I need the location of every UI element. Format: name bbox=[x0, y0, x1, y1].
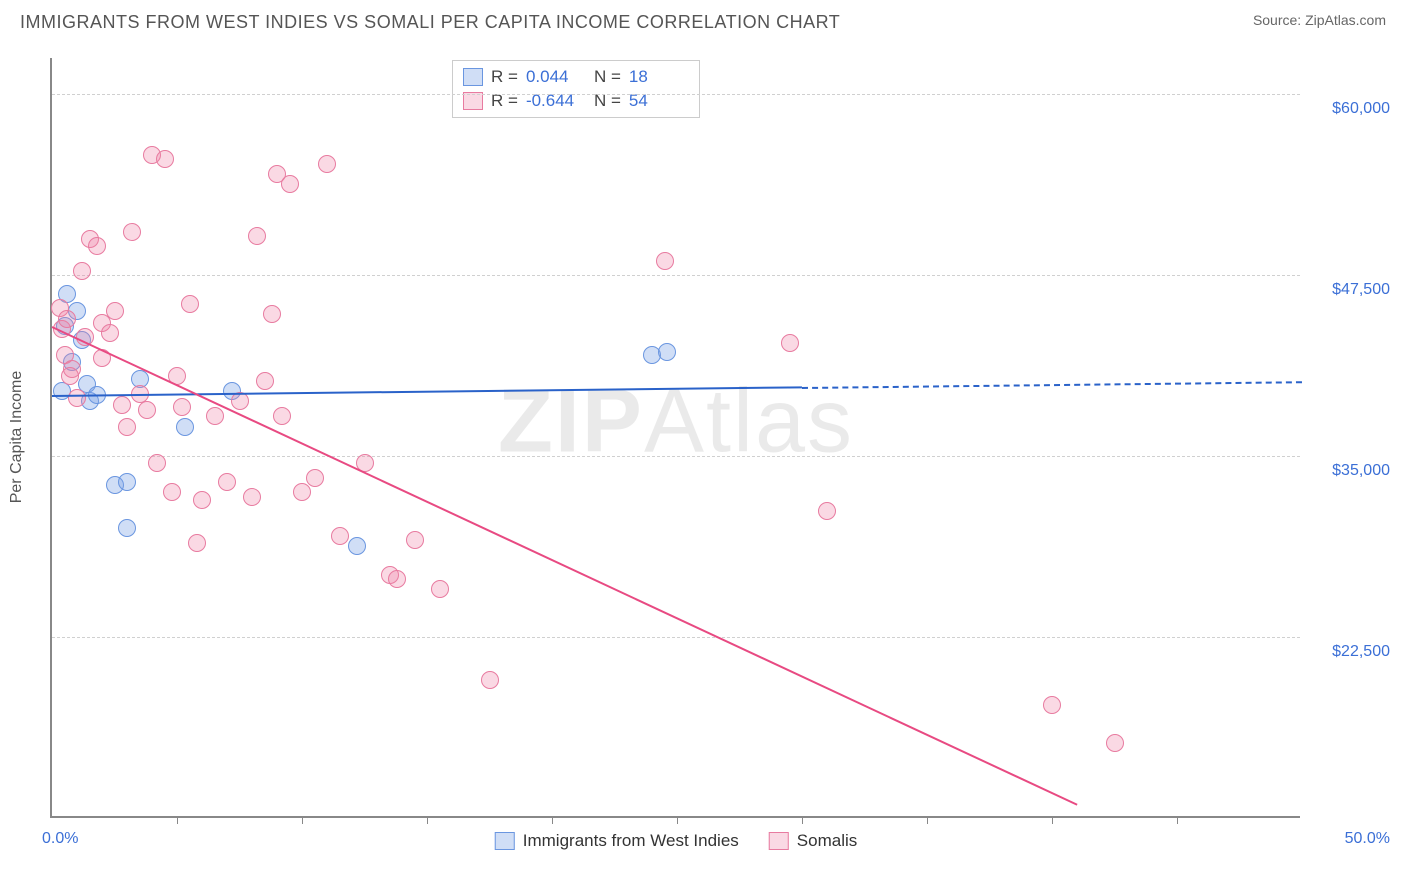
data-point-somalis bbox=[58, 310, 76, 328]
gridline bbox=[52, 637, 1300, 638]
data-point-somalis bbox=[306, 469, 324, 487]
x-tick bbox=[802, 816, 803, 824]
data-point-west_indies bbox=[176, 418, 194, 436]
data-point-somalis bbox=[656, 252, 674, 270]
x-axis-max-label: 50.0% bbox=[1345, 830, 1390, 848]
x-tick bbox=[677, 816, 678, 824]
x-tick bbox=[302, 816, 303, 824]
data-point-somalis bbox=[73, 262, 91, 280]
x-axis-min-label: 0.0% bbox=[42, 830, 78, 848]
x-tick bbox=[552, 816, 553, 824]
data-point-somalis bbox=[318, 155, 336, 173]
r-value: 0.044 bbox=[526, 67, 586, 87]
data-point-somalis bbox=[88, 237, 106, 255]
legend-item-somalis: Somalis bbox=[769, 831, 857, 851]
data-point-somalis bbox=[256, 372, 274, 390]
chart-plot-area: Per Capita Income ZIPAtlas R =0.044N =18… bbox=[50, 58, 1300, 818]
data-point-somalis bbox=[106, 302, 124, 320]
x-tick bbox=[177, 816, 178, 824]
data-point-somalis bbox=[243, 488, 261, 506]
data-point-somalis bbox=[68, 389, 86, 407]
stats-legend-box: R = 0.044 N = 18R =-0.644N =54 bbox=[452, 60, 700, 118]
data-point-somalis bbox=[163, 483, 181, 501]
data-point-somalis bbox=[118, 418, 136, 436]
legend-label: Immigrants from West Indies bbox=[523, 831, 739, 851]
n-value: 18 bbox=[629, 67, 689, 87]
stats-row-somalis: R =-0.644N =54 bbox=[463, 89, 689, 113]
x-tick bbox=[927, 816, 928, 824]
gridline bbox=[52, 456, 1300, 457]
n-label: N = bbox=[594, 67, 621, 87]
data-point-somalis bbox=[331, 527, 349, 545]
gridline bbox=[52, 94, 1300, 95]
data-point-somalis bbox=[181, 295, 199, 313]
data-point-somalis bbox=[206, 407, 224, 425]
x-tick bbox=[1052, 816, 1053, 824]
data-point-somalis bbox=[218, 473, 236, 491]
data-point-somalis bbox=[388, 570, 406, 588]
gridline bbox=[52, 275, 1300, 276]
data-point-somalis bbox=[293, 483, 311, 501]
data-point-west_indies bbox=[348, 537, 366, 555]
series-legend: Immigrants from West Indies Somalis bbox=[495, 831, 858, 851]
data-point-somalis bbox=[173, 398, 191, 416]
data-point-somalis bbox=[273, 407, 291, 425]
data-point-somalis bbox=[781, 334, 799, 352]
trend-line-extrapolated bbox=[802, 381, 1302, 389]
source-name: ZipAtlas.com bbox=[1305, 12, 1386, 28]
data-point-west_indies bbox=[118, 519, 136, 537]
data-point-somalis bbox=[193, 491, 211, 509]
data-point-somalis bbox=[123, 223, 141, 241]
x-tick bbox=[427, 816, 428, 824]
y-tick-label: $47,500 bbox=[1310, 281, 1390, 299]
data-point-west_indies bbox=[658, 343, 676, 361]
stats-row-west_indies: R = 0.044 N = 18 bbox=[463, 65, 689, 89]
data-point-somalis bbox=[61, 367, 79, 385]
data-point-somalis bbox=[101, 324, 119, 342]
data-point-somalis bbox=[1106, 734, 1124, 752]
y-tick-label: $35,000 bbox=[1310, 462, 1390, 480]
data-point-somalis bbox=[406, 531, 424, 549]
trend-line bbox=[52, 326, 1078, 806]
swatch-somalis bbox=[769, 832, 789, 850]
y-tick-label: $60,000 bbox=[1310, 100, 1390, 118]
data-point-somalis bbox=[263, 305, 281, 323]
swatch-west_indies bbox=[495, 832, 515, 850]
data-point-somalis bbox=[481, 671, 499, 689]
source-attribution: Source: ZipAtlas.com bbox=[1253, 12, 1386, 28]
data-point-somalis bbox=[1043, 696, 1061, 714]
data-point-somalis bbox=[431, 580, 449, 598]
data-point-somalis bbox=[818, 502, 836, 520]
swatch-west_indies bbox=[463, 68, 483, 86]
data-point-somalis bbox=[188, 534, 206, 552]
data-point-somalis bbox=[113, 396, 131, 414]
legend-label: Somalis bbox=[797, 831, 857, 851]
y-tick-label: $22,500 bbox=[1310, 643, 1390, 661]
source-prefix: Source: bbox=[1253, 12, 1305, 28]
legend-item-west_indies: Immigrants from West Indies bbox=[495, 831, 739, 851]
data-point-somalis bbox=[248, 227, 266, 245]
chart-title: IMMIGRANTS FROM WEST INDIES VS SOMALI PE… bbox=[20, 12, 840, 33]
data-point-west_indies bbox=[118, 473, 136, 491]
r-label: R = bbox=[491, 67, 518, 87]
x-tick bbox=[1177, 816, 1178, 824]
data-point-somalis bbox=[138, 401, 156, 419]
trend-line bbox=[52, 387, 802, 398]
data-point-somalis bbox=[281, 175, 299, 193]
y-axis-title: Per Capita Income bbox=[8, 371, 26, 504]
data-point-somalis bbox=[148, 454, 166, 472]
data-point-somalis bbox=[156, 150, 174, 168]
